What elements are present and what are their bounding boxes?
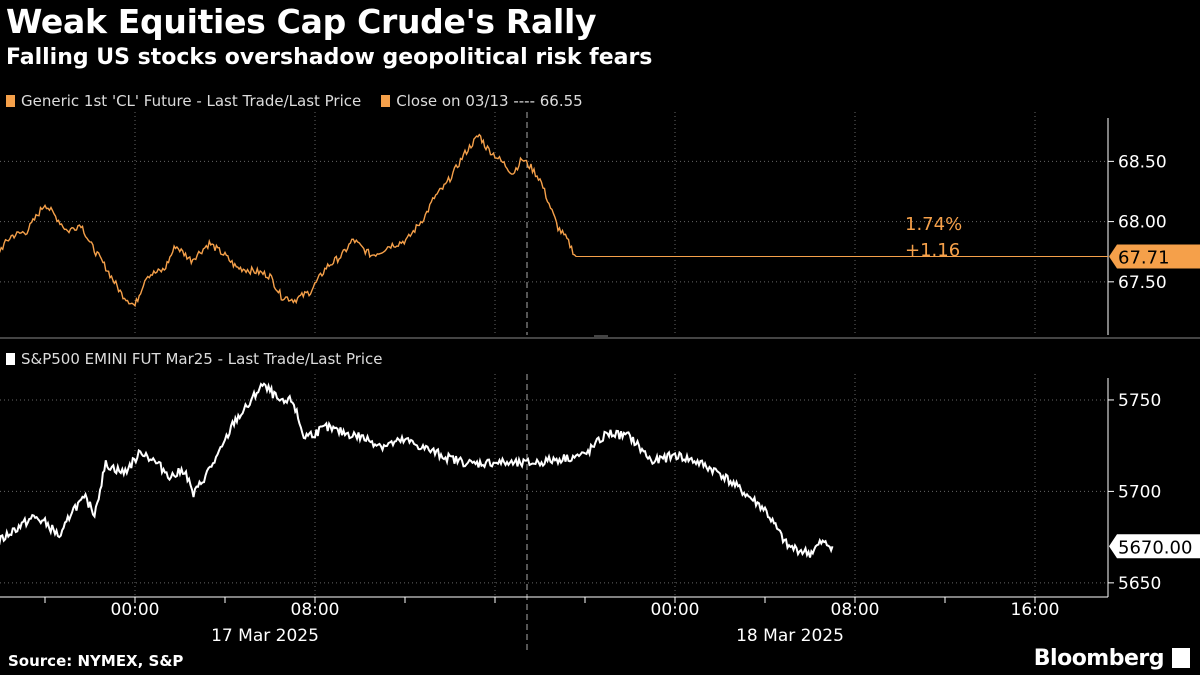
close-legend-swatch xyxy=(381,95,391,107)
x-tick-label: 08:00 xyxy=(291,600,340,620)
chart-subtitle: Falling US stocks overshadow geopolitica… xyxy=(6,45,653,70)
crude-legend-swatch xyxy=(6,95,15,107)
x-tick-label: 00:00 xyxy=(111,600,160,620)
source-note: Source: NYMEX, S&P xyxy=(8,652,184,670)
crude-last-value-label: 67.71 xyxy=(1118,248,1170,269)
spx-last-value-label: 5670.00 xyxy=(1118,537,1192,558)
spx-last-value-tag xyxy=(1109,534,1200,559)
y-tick-label: 68.00 xyxy=(1118,213,1167,233)
x-tick-label: 08:00 xyxy=(831,600,880,620)
x-tick-label: 16:00 xyxy=(1011,600,1060,620)
spx-legend-swatch xyxy=(6,353,15,365)
spx-legend-label: S&P500 EMINI FUT Mar25 - Last Trade/Last… xyxy=(21,350,383,368)
close-legend-label: Close on 03/13 ---- 66.55 xyxy=(396,92,583,110)
y-tick-label: 68.50 xyxy=(1118,152,1167,172)
bloomberg-icon xyxy=(1172,648,1190,668)
y-tick-label: 5650 xyxy=(1118,574,1161,594)
crude-last-value-tag xyxy=(1109,244,1200,269)
grid-lines xyxy=(0,112,1200,650)
axis-labels: 67.50 68.00 68.50 5650 5700 5750 00:00 08:00 00:… xyxy=(111,152,1193,646)
spx-series-line xyxy=(0,382,834,559)
crude-legend: Generic 1st 'CL' Future - Last Trade/Las… xyxy=(6,92,597,110)
y-tick-label: 5700 xyxy=(1118,482,1161,502)
crude-legend-label: Generic 1st 'CL' Future - Last Trade/Las… xyxy=(21,92,362,110)
y-tick-label: 67.50 xyxy=(1118,273,1167,293)
crude-series-line xyxy=(0,133,577,308)
x-tick-label: 00:00 xyxy=(651,600,700,620)
spx-legend: S&P500 EMINI FUT Mar25 - Last Trade/Last… xyxy=(6,350,397,368)
crude-pct-change-label: 1.74% xyxy=(905,214,962,235)
x-day-label: 18 Mar 2025 xyxy=(736,626,844,646)
chart-marks xyxy=(0,133,1200,559)
brand-logo: Bloomberg xyxy=(1033,646,1165,671)
y-tick-label: 5750 xyxy=(1118,391,1161,411)
x-day-label: 17 Mar 2025 xyxy=(211,626,319,646)
chart-title: Weak Equities Cap Crude's Rally xyxy=(6,2,597,41)
crude-abs-change-label: +1.16 xyxy=(905,240,960,261)
